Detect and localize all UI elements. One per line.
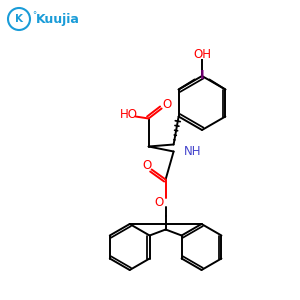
Text: HO: HO [120,108,138,121]
Text: I: I [201,69,205,82]
Text: K: K [15,14,23,24]
Text: °: ° [32,11,36,20]
Text: OH: OH [193,47,211,61]
Text: O: O [162,98,171,111]
Text: NH: NH [184,145,201,158]
Text: O: O [142,159,151,172]
Text: I: I [200,69,203,82]
Text: O: O [154,196,163,209]
Text: Kuujia: Kuujia [36,13,80,26]
